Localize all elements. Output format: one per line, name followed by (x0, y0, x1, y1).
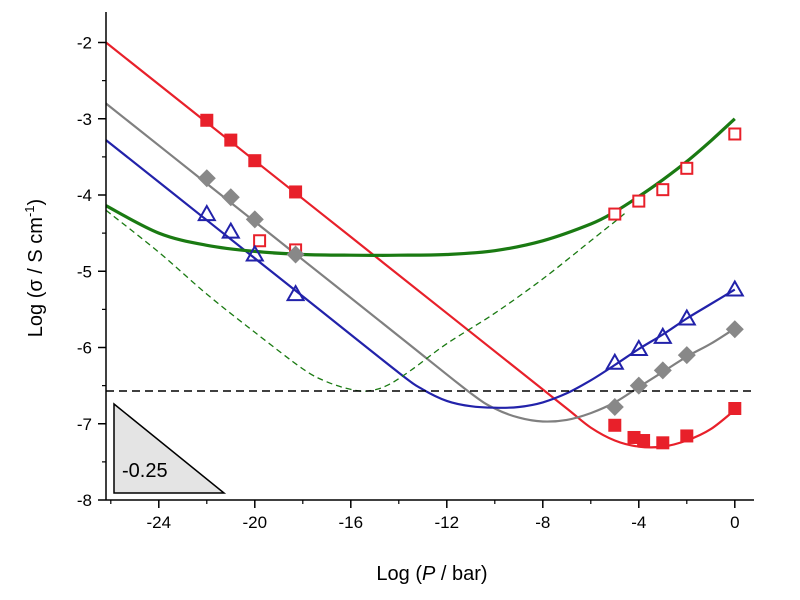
y-tick-label: -8 (77, 491, 92, 510)
data-point-filled-diamond-0 (197, 169, 216, 188)
data-point-open-square-6 (728, 127, 742, 141)
y-tick-label: -4 (77, 186, 92, 205)
data-point-filled-square-4 (608, 418, 622, 432)
x-axis-title: Log (P / bar) (376, 563, 487, 585)
x-tick-label: -16 (339, 513, 364, 532)
y-tick-label: -2 (77, 34, 92, 53)
data-point-filled-square-0 (200, 113, 214, 127)
x-tick-label: -20 (243, 513, 268, 532)
data-point-filled-diamond-5 (629, 376, 648, 395)
data-point-filled-square-2 (248, 154, 262, 168)
x-tick-label: -4 (631, 513, 646, 532)
fit-curve-2 (105, 139, 736, 409)
x-tick-label: -8 (535, 513, 550, 532)
data-point-filled-diamond-8 (725, 320, 744, 339)
data-point-filled-diamond-7 (677, 346, 696, 365)
fit-curve-4 (105, 209, 628, 392)
fit-curve-3 (105, 117, 736, 257)
y-tick-label: -7 (77, 415, 92, 434)
slope-triangle-annotation: -0.25 (113, 402, 227, 494)
data-point-filled-diamond-2 (245, 210, 264, 229)
data-point-filled-diamond-4 (605, 397, 624, 416)
data-point-filled-square-1 (224, 133, 238, 147)
data-point-filled-square-6 (637, 434, 651, 448)
x-tick-label: -12 (435, 513, 460, 532)
data-point-open-square-3 (632, 194, 646, 208)
data-point-open-triangle-8 (725, 279, 745, 297)
data-point-filled-diamond-6 (653, 361, 672, 380)
y-tick-label: -3 (77, 110, 92, 129)
axes (98, 12, 754, 508)
data-point-filled-square-9 (728, 402, 742, 415)
y-tick-label: -5 (77, 262, 92, 281)
data-point-open-triangle-4 (605, 352, 625, 370)
data-point-open-square-2 (608, 207, 622, 221)
data-point-open-square-0 (253, 234, 267, 248)
data-point-open-triangle-3 (285, 284, 306, 302)
data-point-open-triangle-5 (629, 339, 649, 357)
data-point-open-triangle-2 (245, 244, 265, 262)
data-point-open-triangle-7 (677, 308, 697, 326)
y-tick-labels: -8 -7 -6 -5 -4 -3 -2 (77, 34, 92, 511)
x-tick-label: -24 (147, 513, 172, 532)
data-point-open-triangle-0 (197, 204, 217, 222)
data-point-filled-diamond-1 (221, 188, 240, 207)
data-point-filled-square-8 (680, 429, 694, 443)
data-points (197, 113, 745, 450)
data-point-filled-square-3 (289, 185, 303, 199)
x-tick-labels: -24 -20 -16 -12 -8 -4 0 (147, 513, 740, 532)
data-point-open-square-4 (656, 183, 670, 197)
data-point-open-triangle-1 (221, 221, 241, 239)
fit-curve-1 (105, 102, 736, 423)
data-point-filled-diamond-3 (286, 245, 305, 264)
x-tick-label: 0 (730, 513, 739, 532)
slope-label: -0.25 (122, 460, 168, 482)
data-point-filled-square-7 (656, 436, 670, 450)
y-tick-label: -6 (77, 339, 92, 358)
slope-triangle (113, 402, 227, 494)
y-axis-title: Log (σ / S cm-1) (22, 199, 47, 337)
data-point-open-triangle-6 (653, 326, 673, 344)
data-point-open-square-5 (680, 161, 694, 175)
